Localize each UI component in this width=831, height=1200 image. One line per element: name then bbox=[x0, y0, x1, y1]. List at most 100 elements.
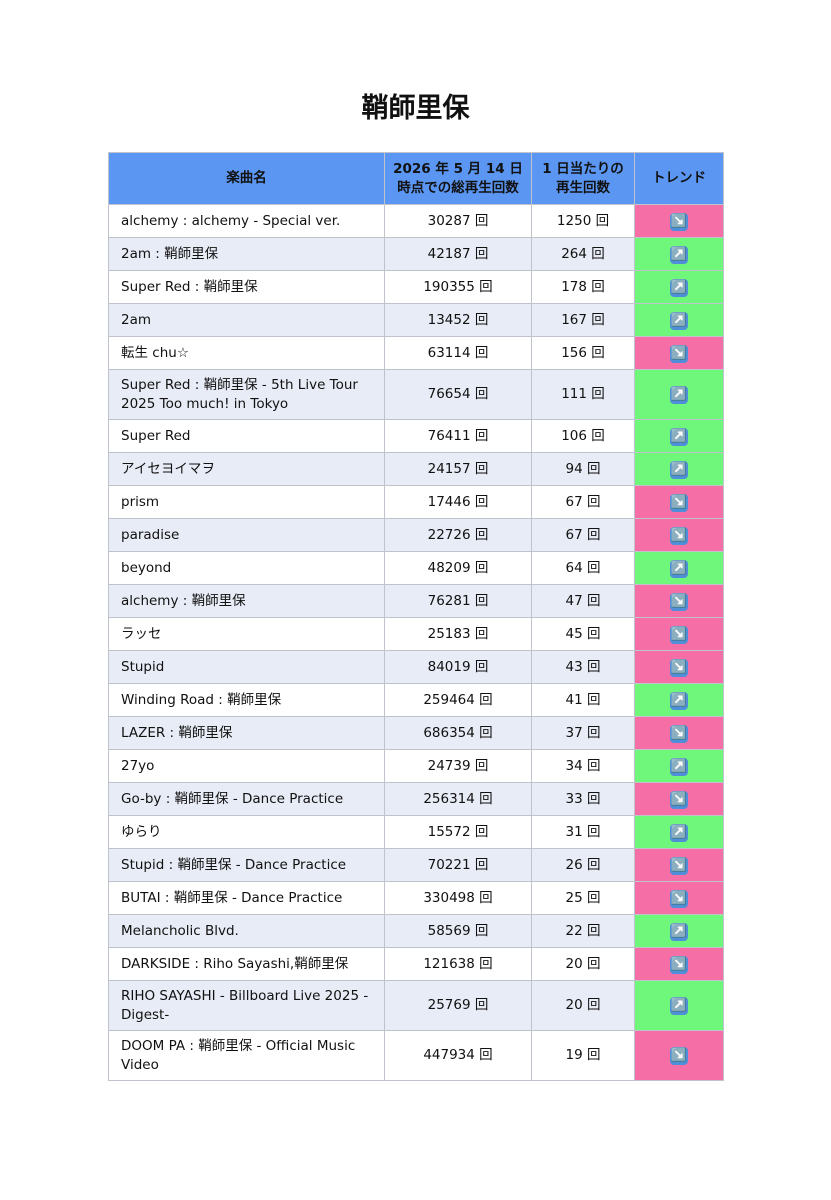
total-cell: 259464 回 bbox=[384, 683, 532, 717]
total-cell: 447934 回 bbox=[384, 1030, 532, 1081]
trend-cell: ↘️ bbox=[634, 881, 724, 915]
trend-arrow: ↗️ bbox=[670, 691, 688, 710]
song-cell: 27yo bbox=[108, 749, 385, 783]
total-cell: 330498 回 bbox=[384, 881, 532, 915]
trend-arrow: ↗️ bbox=[670, 757, 688, 776]
song-cell: RIHO SAYASHI - Billboard Live 2025 - Dig… bbox=[108, 980, 385, 1031]
trend-arrow: ↘️ bbox=[670, 856, 688, 875]
total-cell: 24157 回 bbox=[384, 452, 532, 486]
daily-cell: 34 回 bbox=[531, 749, 635, 783]
table-row: 2am : 鞘師里保 42187 回 264 回 ↗️ bbox=[108, 237, 724, 271]
trend-arrow: ↘️ bbox=[670, 889, 688, 908]
song-cell: Stupid bbox=[108, 650, 385, 684]
trend-cell: ↗️ bbox=[634, 369, 724, 420]
trend-arrow: ↘️ bbox=[670, 1047, 688, 1065]
song-cell: ゆらり bbox=[108, 815, 385, 849]
song-cell: ラッセ bbox=[108, 617, 385, 651]
song-cell: Winding Road : 鞘師里保 bbox=[108, 683, 385, 717]
trend-arrow: ↗️ bbox=[670, 559, 688, 578]
trend-arrow: ↗️ bbox=[670, 460, 688, 479]
table-row: prism 17446 回 67 回 ↘️ bbox=[108, 485, 724, 519]
table-row: ゆらり 15572 回 31 回 ↗️ bbox=[108, 815, 724, 849]
total-cell: 24739 回 bbox=[384, 749, 532, 783]
column-header: 1 日当たりの 再生回数 bbox=[531, 152, 635, 205]
trend-arrow: ↘️ bbox=[670, 955, 688, 974]
song-cell: alchemy : alchemy - Special ver. bbox=[108, 204, 385, 238]
trend-cell: ↘️ bbox=[634, 716, 724, 750]
header-row: 楽曲名 2026 年 5 月 14 日 時点での総再生回数 1 日当たりの 再生回数… bbox=[108, 152, 724, 205]
daily-cell: 1250 回 bbox=[531, 204, 635, 238]
total-cell: 48209 回 bbox=[384, 551, 532, 585]
daily-cell: 43 回 bbox=[531, 650, 635, 684]
song-cell: Stupid : 鞘師里保 - Dance Practice bbox=[108, 848, 385, 882]
total-cell: 25769 回 bbox=[384, 980, 532, 1031]
trend-cell: ↘️ bbox=[634, 204, 724, 238]
table-row: Winding Road : 鞘師里保 259464 回 41 回 ↗️ bbox=[108, 683, 724, 717]
trend-cell: ↗️ bbox=[634, 749, 724, 783]
song-cell: prism bbox=[108, 485, 385, 519]
daily-cell: 20 回 bbox=[531, 947, 635, 981]
total-cell: 63114 回 bbox=[384, 336, 532, 370]
daily-cell: 25 回 bbox=[531, 881, 635, 915]
table-row: 27yo 24739 回 34 回 ↗️ bbox=[108, 749, 724, 783]
trend-cell: ↗️ bbox=[634, 452, 724, 486]
total-cell: 121638 回 bbox=[384, 947, 532, 981]
trend-arrow: ↗️ bbox=[670, 823, 688, 842]
trend-cell: ↗️ bbox=[634, 980, 724, 1031]
daily-cell: 64 回 bbox=[531, 551, 635, 585]
song-cell: alchemy : 鞘師里保 bbox=[108, 584, 385, 618]
song-cell: DARKSIDE : Riho Sayashi,鞘師里保 bbox=[108, 947, 385, 981]
trend-arrow: ↗️ bbox=[670, 427, 688, 446]
trend-arrow: ↗️ bbox=[670, 386, 688, 404]
daily-cell: 67 回 bbox=[531, 485, 635, 519]
total-cell: 22726 回 bbox=[384, 518, 532, 552]
song-cell: beyond bbox=[108, 551, 385, 585]
total-cell: 76411 回 bbox=[384, 419, 532, 453]
trend-cell: ↘️ bbox=[634, 617, 724, 651]
song-cell: LAZER : 鞘師里保 bbox=[108, 716, 385, 750]
total-cell: 686354 回 bbox=[384, 716, 532, 750]
table-row: Stupid : 鞘師里保 - Dance Practice 70221 回 26 … bbox=[108, 848, 724, 882]
trend-arrow: ↘️ bbox=[670, 526, 688, 545]
daily-cell: 31 回 bbox=[531, 815, 635, 849]
song-cell: 2am bbox=[108, 303, 385, 337]
page-title: 鞘師里保 bbox=[361, 93, 470, 124]
table-row: Go-by : 鞘師里保 - Dance Practice 256314 回 33 … bbox=[108, 782, 724, 816]
trend-cell: ↗️ bbox=[634, 419, 724, 453]
daily-cell: 33 回 bbox=[531, 782, 635, 816]
trend-cell: ↘️ bbox=[634, 947, 724, 981]
trend-cell: ↘️ bbox=[634, 485, 724, 519]
trend-arrow: ↘️ bbox=[670, 493, 688, 512]
song-cell: DOOM PA : 鞘師里保 - Official Music Video bbox=[108, 1030, 385, 1081]
trend-cell: ↘️ bbox=[634, 848, 724, 882]
trend-cell: ↘️ bbox=[634, 584, 724, 618]
total-cell: 17446 回 bbox=[384, 485, 532, 519]
total-cell: 84019 回 bbox=[384, 650, 532, 684]
daily-cell: 156 回 bbox=[531, 336, 635, 370]
table-row: DARKSIDE : Riho Sayashi,鞘師里保 121638 回 20 回… bbox=[108, 947, 724, 981]
daily-cell: 47 回 bbox=[531, 584, 635, 618]
trend-arrow: ↘️ bbox=[670, 344, 688, 363]
table-row: beyond 48209 回 64 回 ↗️ bbox=[108, 551, 724, 585]
song-table: 楽曲名 2026 年 5 月 14 日 時点での総再生回数 1 日当たりの 再生回数… bbox=[108, 152, 724, 1081]
table-row: DOOM PA : 鞘師里保 - Official Music Video 447… bbox=[108, 1030, 724, 1081]
table-row: LAZER : 鞘師里保 686354 回 37 回 ↘️ bbox=[108, 716, 724, 750]
total-cell: 15572 回 bbox=[384, 815, 532, 849]
song-cell: Melancholic Blvd. bbox=[108, 914, 385, 948]
daily-cell: 67 回 bbox=[531, 518, 635, 552]
table-row: Stupid 84019 回 43 回 ↘️ bbox=[108, 650, 724, 684]
song-cell: 2am : 鞘師里保 bbox=[108, 237, 385, 271]
daily-cell: 167 回 bbox=[531, 303, 635, 337]
column-header: トレンド bbox=[634, 152, 724, 205]
table-row: Super Red : 鞘師里保 190355 回 178 回 ↗️ bbox=[108, 270, 724, 304]
trend-cell: ↘️ bbox=[634, 518, 724, 552]
song-cell: Super Red : 鞘師里保 bbox=[108, 270, 385, 304]
daily-cell: 20 回 bbox=[531, 980, 635, 1031]
daily-cell: 111 回 bbox=[531, 369, 635, 420]
trend-arrow: ↘️ bbox=[670, 212, 688, 231]
total-cell: 30287 回 bbox=[384, 204, 532, 238]
table-row: paradise 22726 回 67 回 ↘️ bbox=[108, 518, 724, 552]
table-row: 転生 chu☆ 63114 回 156 回 ↘️ bbox=[108, 336, 724, 370]
trend-arrow: ↘️ bbox=[670, 790, 688, 809]
